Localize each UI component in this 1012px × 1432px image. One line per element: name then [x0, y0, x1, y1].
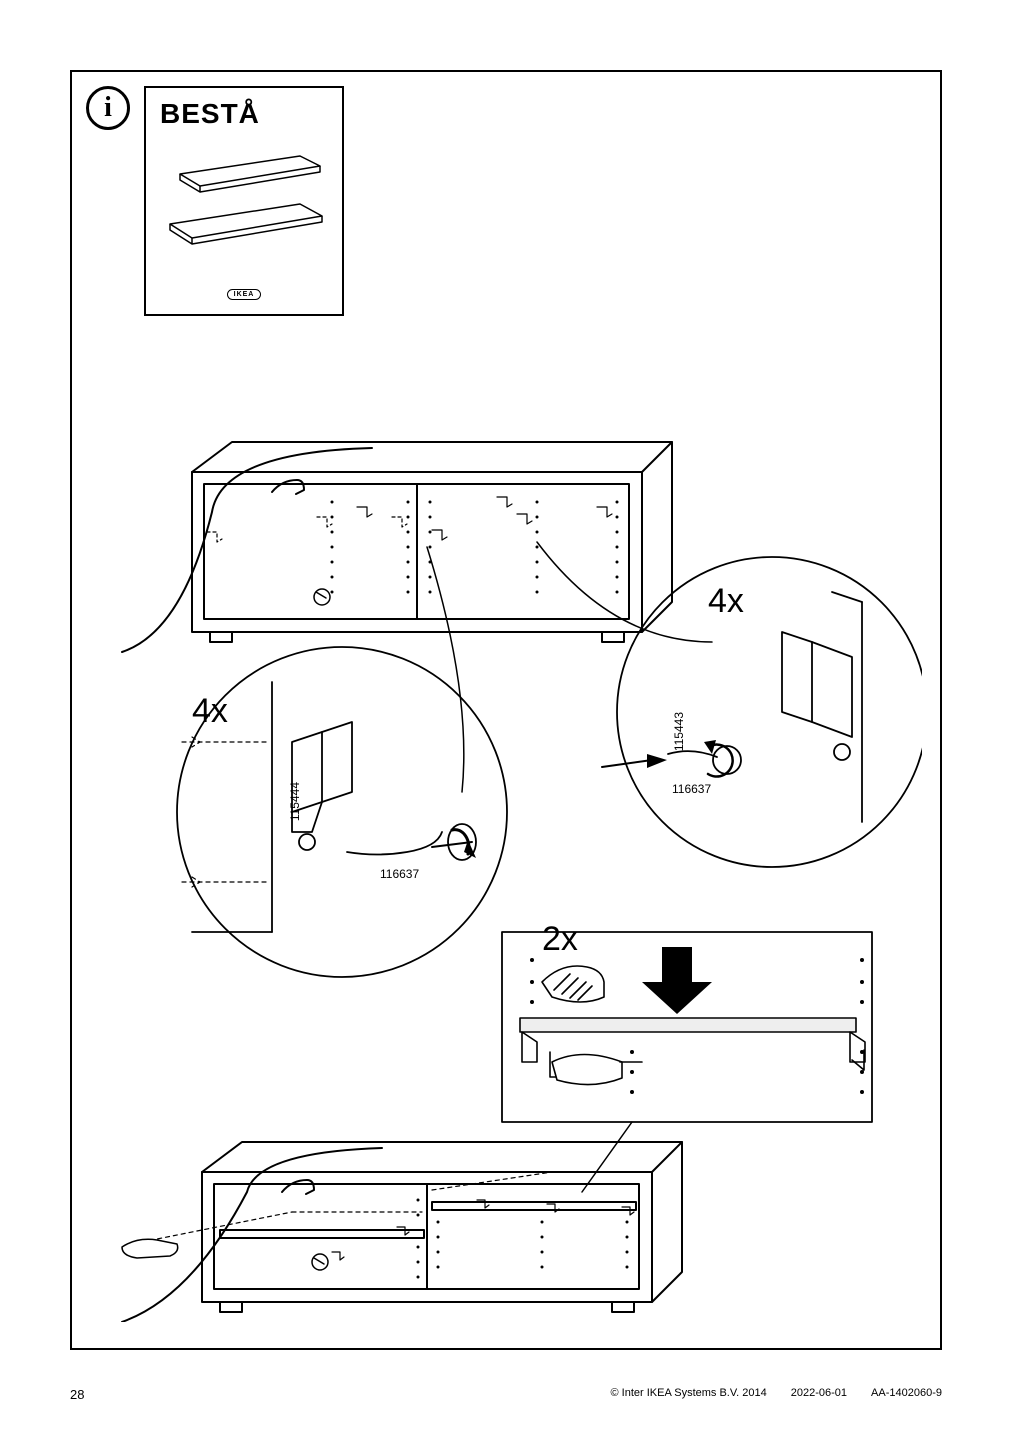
copyright-text: © Inter IKEA Systems B.V. 2014 [610, 1387, 766, 1402]
main-illustration: 4x 4x 2x 115443 115444 116637 116637 [92, 342, 922, 1322]
product-name: BESTÅ [160, 98, 328, 130]
ikea-logo-wrap: IKEA [160, 283, 328, 301]
part-number-screw-right: 116637 [672, 782, 711, 796]
doc-number: AA-1402060-9 [871, 1387, 942, 1402]
shelf-sketch-icon [160, 144, 328, 269]
page-footer: 28 © Inter IKEA Systems B.V. 2014 2022-0… [70, 1387, 942, 1402]
qty-bottom: 2x [542, 920, 578, 959]
doc-date: 2022-06-01 [791, 1387, 847, 1402]
part-number-screw-left: 116637 [380, 867, 419, 881]
qty-top-right: 4x [708, 582, 744, 621]
qty-left: 4x [192, 692, 228, 731]
ikea-logo-icon: IKEA [227, 289, 262, 300]
product-reference-box: BESTÅ IKEA [144, 86, 344, 316]
page-number: 28 [70, 1387, 84, 1402]
info-icon: i [86, 86, 130, 130]
part-number-right-bracket: 115443 [672, 712, 686, 751]
part-number-left-bracket: 115444 [288, 782, 302, 821]
